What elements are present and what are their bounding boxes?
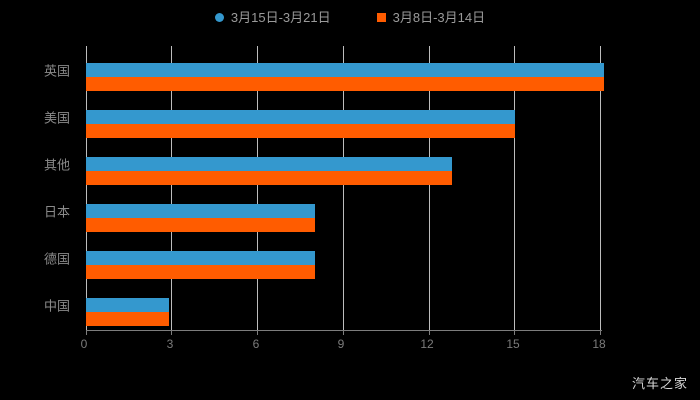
y-tick-label-1: 美国 bbox=[43, 110, 70, 126]
legend-label-0: 3月15日-3月21日 bbox=[230, 9, 331, 25]
y-tick-label-5: 中国 bbox=[43, 298, 70, 314]
bar-series-0-cat-3[interactable] bbox=[86, 204, 315, 218]
bar-series-1-cat-1[interactable] bbox=[86, 124, 516, 138]
y-axis-line bbox=[86, 46, 87, 330]
gridline-9 bbox=[343, 46, 344, 330]
x-tick-mark-2 bbox=[257, 331, 258, 335]
y-tick-label-0: 英国 bbox=[43, 63, 70, 79]
x-tick-mark-0 bbox=[86, 331, 87, 335]
square-marker-icon bbox=[376, 12, 386, 22]
bar-series-0-cat-4[interactable] bbox=[86, 251, 315, 265]
y-axis-labels: 英国 美国 其他 日本 德国 中国 bbox=[0, 46, 78, 330]
gridline-6 bbox=[257, 46, 258, 330]
plot-area bbox=[86, 46, 604, 330]
x-tick-label-3: 9 bbox=[337, 337, 345, 351]
bar-series-1-cat-3[interactable] bbox=[86, 218, 315, 232]
gridline-18 bbox=[600, 46, 601, 330]
bar-series-0-cat-0[interactable] bbox=[86, 63, 604, 77]
gridline-3 bbox=[171, 46, 172, 330]
x-tick-label-2: 6 bbox=[252, 337, 260, 351]
gridline-15 bbox=[514, 46, 515, 330]
legend-item-1[interactable]: 3月8日-3月14日 bbox=[376, 9, 486, 25]
x-tick-label-5: 15 bbox=[506, 337, 520, 351]
x-axis-line bbox=[86, 330, 602, 331]
x-tick-mark-3 bbox=[343, 331, 344, 335]
y-tick-label-4: 德国 bbox=[43, 251, 70, 267]
x-tick-mark-5 bbox=[514, 331, 515, 335]
legend-label-1: 3月8日-3月14日 bbox=[392, 9, 486, 25]
x-tick-mark-4 bbox=[429, 331, 430, 335]
y-tick-label-3: 日本 bbox=[43, 204, 70, 220]
bar-series-1-cat-4[interactable] bbox=[86, 265, 315, 279]
legend-item-0[interactable]: 3月15日-3月21日 bbox=[214, 9, 331, 25]
x-tick-label-0: 0 bbox=[80, 337, 88, 351]
gridline-12 bbox=[429, 46, 430, 330]
y-tick-label-2: 其他 bbox=[43, 157, 70, 173]
x-tick-mark-6 bbox=[600, 331, 601, 335]
circle-marker-icon bbox=[214, 12, 224, 22]
bar-series-1-cat-0[interactable] bbox=[86, 77, 604, 91]
x-tick-label-1: 3 bbox=[166, 337, 174, 351]
x-tick-label-4: 12 bbox=[420, 337, 434, 351]
x-tick-label-6: 18 bbox=[592, 337, 606, 351]
bar-series-0-cat-1[interactable] bbox=[86, 110, 516, 124]
x-tick-mark-1 bbox=[171, 331, 172, 335]
bar-series-1-cat-5[interactable] bbox=[86, 312, 169, 326]
bar-series-0-cat-5[interactable] bbox=[86, 298, 169, 312]
watermark: 汽车之家 bbox=[631, 376, 688, 391]
bar-series-0-cat-2[interactable] bbox=[86, 157, 453, 171]
bar-series-1-cat-2[interactable] bbox=[86, 171, 453, 185]
chart-legend: 3月15日-3月21日 3月8日-3月14日 bbox=[0, 4, 700, 30]
